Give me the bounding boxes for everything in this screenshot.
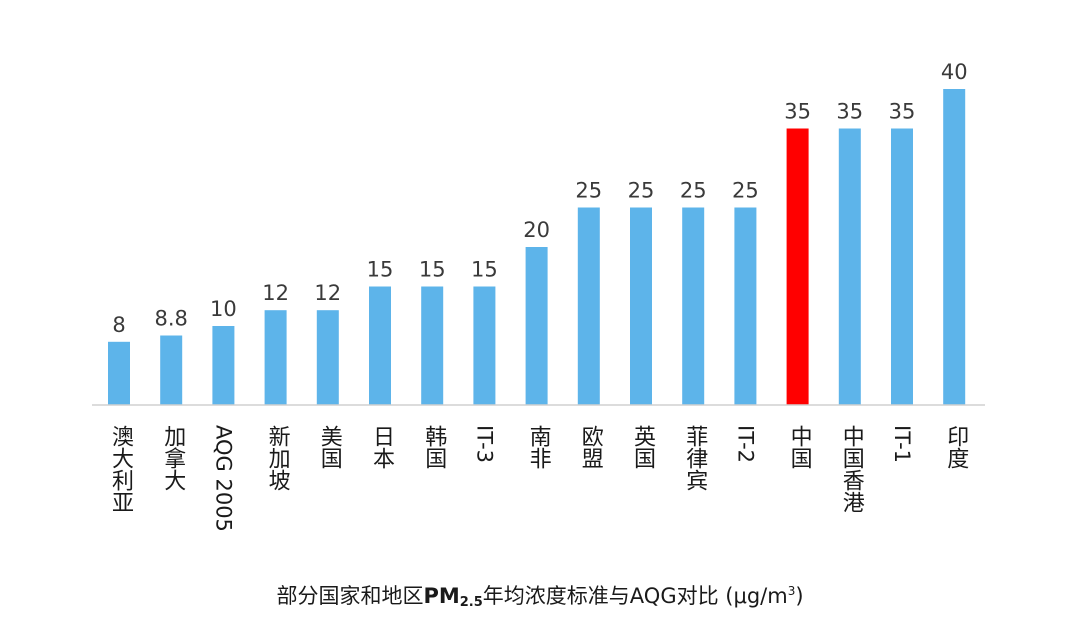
category-label-11: 菲律宾 (682, 425, 708, 491)
category-label-14: 中国香港 (838, 425, 864, 513)
category-label-7: IT-3 (472, 425, 497, 464)
bar-13 (786, 128, 809, 405)
value-label-10: 25 (628, 179, 655, 203)
bar-10 (630, 207, 652, 405)
bar-9 (577, 207, 600, 405)
bar-7 (473, 286, 496, 405)
bar-15 (891, 128, 913, 405)
category-label-8: 南非 (525, 425, 551, 469)
bar-2 (212, 326, 235, 405)
category-label-9: 欧盟 (577, 425, 603, 469)
bar-16 (943, 89, 966, 405)
category-label-4: 美国 (316, 425, 342, 469)
value-labels-group: 8 8.8 10 12 12 15 15 15 20 25 25 25 25 35 35 35 40 (112, 60, 967, 337)
title-prefix: 部分国家和地区 (276, 584, 424, 608)
value-label-14: 35 (836, 100, 863, 124)
title-unit-superscript: 3 (787, 584, 796, 598)
bar-14 (838, 128, 861, 405)
category-label-5: 日本 (369, 425, 394, 469)
category-label-10: 英国 (630, 425, 655, 469)
category-label-6: 韩国 (421, 425, 447, 469)
category-label-12: IT-2 (733, 425, 758, 464)
value-label-5: 15 (367, 258, 394, 282)
bars-group (108, 89, 966, 405)
category-label-15: IT-1 (890, 425, 914, 464)
value-label-8: 20 (523, 218, 550, 242)
chart-title: 部分国家和地区PM2.5年均浓度标准与AQG对比 (μg/m3) (0, 580, 1080, 610)
value-label-0: 8 (112, 313, 125, 337)
bar-6 (421, 286, 444, 405)
value-label-2: 10 (210, 297, 237, 321)
category-label-3: 新加坡 (264, 425, 290, 491)
bar-3 (264, 310, 287, 405)
value-label-4: 12 (314, 281, 341, 305)
value-label-12: 25 (732, 179, 759, 203)
value-label-13: 35 (784, 100, 811, 124)
value-label-15: 35 (889, 100, 916, 124)
bar-1 (160, 335, 183, 405)
value-label-1: 8.8 (154, 307, 187, 331)
category-label-16: 印度 (943, 425, 969, 469)
value-label-7: 15 (471, 258, 498, 282)
category-label-13: 中国 (786, 425, 812, 469)
title-pm-subscript: 2.5 (459, 595, 483, 610)
title-suffix: ) (795, 584, 804, 608)
value-label-11: 25 (680, 179, 707, 203)
value-label-3: 12 (262, 281, 289, 305)
category-label-2: AQG 2005 (211, 425, 236, 532)
bar-0 (108, 341, 130, 405)
category-label-1: 加拿大 (160, 425, 186, 491)
title-pm: PM (423, 584, 460, 608)
value-label-16: 40 (941, 60, 968, 84)
value-label-6: 15 (419, 258, 446, 282)
bar-8 (525, 247, 548, 405)
bar-4 (316, 310, 339, 405)
bar-11 (682, 207, 705, 405)
value-label-9: 25 (575, 179, 602, 203)
bar-5 (369, 286, 391, 405)
bar-12 (734, 207, 757, 405)
title-middle: 年均浓度标准与AQG对比 (μg/m (482, 584, 788, 608)
category-label-0: 澳大利亚 (108, 425, 133, 513)
